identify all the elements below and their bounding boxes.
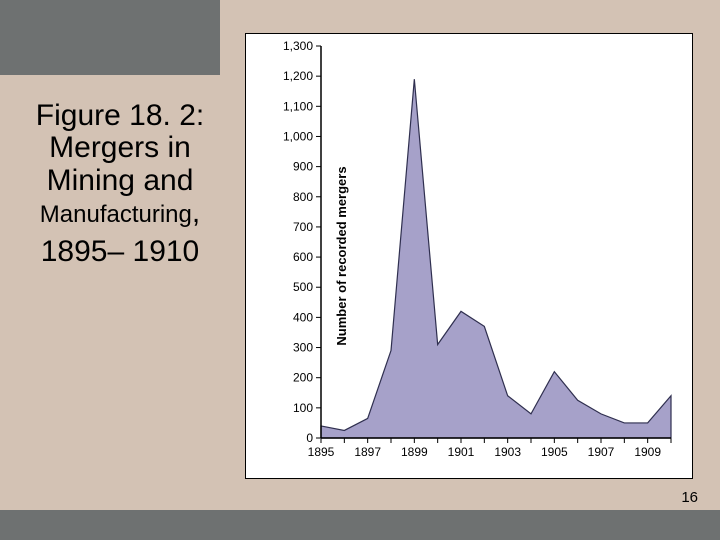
figure-caption: Figure 18. 2: Mergers in Mining and Manu… (0, 100, 240, 268)
svg-text:700: 700 (293, 220, 313, 234)
caption-line: Figure 18. 2: (0, 100, 240, 132)
svg-text:1909: 1909 (634, 445, 661, 459)
svg-text:1907: 1907 (588, 445, 615, 459)
caption-word: Manufacturing (40, 201, 192, 228)
svg-text:900: 900 (293, 160, 313, 174)
svg-text:1901: 1901 (448, 445, 475, 459)
svg-text:800: 800 (293, 190, 313, 204)
svg-text:0: 0 (306, 431, 313, 445)
svg-text:400: 400 (293, 310, 313, 324)
svg-text:1897: 1897 (354, 445, 381, 459)
svg-text:1,300: 1,300 (283, 39, 313, 53)
chart-frame: Number of recorded mergers 0 100 200 300 400… (245, 33, 693, 479)
svg-text:300: 300 (293, 341, 313, 355)
y-axis-label: Number of recorded mergers (334, 166, 349, 345)
svg-text:1,000: 1,000 (283, 129, 313, 143)
svg-text:1895: 1895 (308, 445, 335, 459)
svg-text:1903: 1903 (494, 445, 521, 459)
caption-line: 1895– 1910 (0, 236, 240, 268)
caption-line: Mergers in (0, 132, 240, 164)
caption-line: Manufacturing, (0, 197, 240, 229)
accent-bottombar (0, 510, 720, 540)
svg-text:600: 600 (293, 250, 313, 264)
svg-text:500: 500 (293, 280, 313, 294)
svg-text:1899: 1899 (401, 445, 428, 459)
svg-text:100: 100 (293, 401, 313, 415)
page-number: 16 (681, 489, 698, 506)
svg-text:1,100: 1,100 (283, 99, 313, 113)
svg-text:1,200: 1,200 (283, 69, 313, 83)
caption-line: Mining and (0, 165, 240, 197)
svg-text:1905: 1905 (541, 445, 568, 459)
area-chart: 0 100 200 300 400 500 600 700 800 900 1,000 1,100 1,… (246, 34, 692, 478)
caption-comma: , (192, 196, 200, 229)
svg-text:200: 200 (293, 371, 313, 385)
accent-topbar (0, 0, 220, 75)
slide: Figure 18. 2: Mergers in Mining and Manu… (0, 0, 720, 540)
